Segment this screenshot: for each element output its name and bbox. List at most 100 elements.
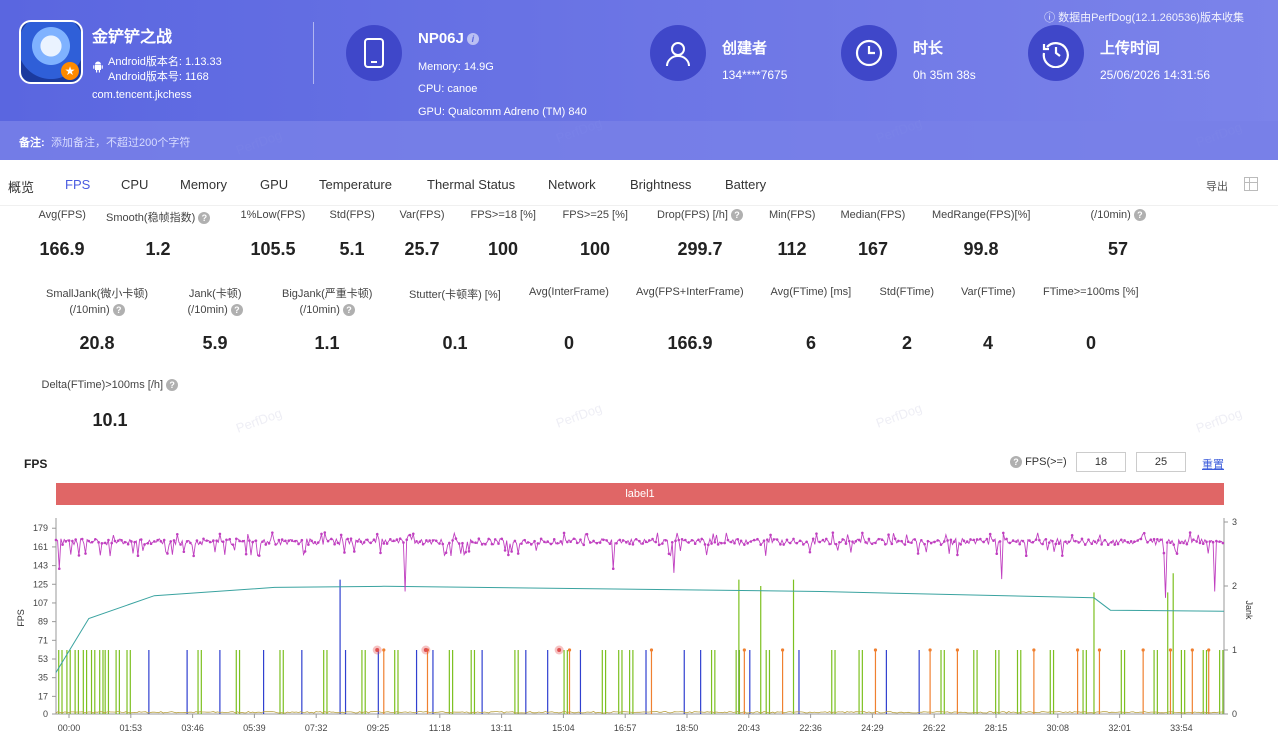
fps-point — [1028, 539, 1031, 542]
fps-point — [392, 539, 395, 543]
reset-link[interactable]: 重置 — [1202, 459, 1224, 471]
help-icon[interactable]: ? — [342, 304, 355, 317]
big-jank-dot — [955, 648, 960, 652]
fps-point — [870, 542, 874, 546]
tab-temperature[interactable]: Temperature — [319, 177, 392, 192]
fps-point — [215, 539, 218, 542]
fps-point — [592, 539, 595, 543]
fps-point — [533, 539, 536, 543]
fps-point — [697, 538, 700, 542]
note-input[interactable]: 添加备注，不超过200个字符 — [51, 137, 191, 149]
fps-point — [323, 531, 327, 534]
tab-memory[interactable]: Memory — [180, 177, 227, 192]
fps-point — [805, 540, 808, 544]
fps-point — [1178, 541, 1182, 545]
fps-point — [500, 537, 504, 541]
fps-point — [57, 567, 61, 571]
x-tick-label: 28:15 — [985, 723, 1008, 733]
help-icon[interactable]: ? — [230, 304, 243, 317]
fps-point — [982, 540, 985, 544]
fps-point — [382, 542, 386, 545]
fps-point — [923, 542, 926, 546]
export-button[interactable]: 导出 — [1206, 181, 1228, 193]
x-tick-label: 32:01 — [1108, 723, 1131, 733]
fps-point — [861, 531, 864, 535]
tab-brightness[interactable]: Brightness — [630, 177, 692, 192]
fps-point — [503, 549, 507, 552]
big-jank-dot — [742, 648, 746, 652]
fps-threshold-2-input[interactable] — [1136, 452, 1186, 472]
fps-point — [1021, 539, 1025, 543]
fps-point — [1113, 543, 1117, 546]
fps-point — [71, 539, 74, 543]
fps-point — [208, 540, 212, 544]
fps-point — [854, 539, 858, 543]
fps-point — [795, 541, 799, 545]
fps-point — [166, 552, 169, 555]
fps-point — [621, 539, 625, 542]
fps-point — [1067, 540, 1071, 544]
fps-point — [1116, 542, 1120, 546]
label-bar[interactable]: label1 — [56, 483, 1224, 505]
fps-point — [64, 540, 68, 543]
fps-chart[interactable]: 0 17 35 53 71 89 107 125 143 161 179 0 1 2 3 00:00 01:53… — [0, 505, 1278, 742]
fps-point — [133, 540, 136, 544]
tab-cpu[interactable]: CPU — [121, 177, 149, 192]
fps-point — [546, 540, 549, 543]
fps-point — [1011, 539, 1015, 542]
tab-fps[interactable]: FPS — [65, 177, 91, 192]
fps-point — [824, 537, 828, 541]
tab-thermal-status[interactable]: Thermal Status — [427, 177, 516, 192]
fps-point — [782, 543, 785, 546]
metric-label: Avg(FPS) — [38, 209, 86, 221]
tab-network[interactable]: Network — [548, 177, 596, 192]
fps-point — [1077, 541, 1080, 544]
fps-point — [280, 538, 284, 541]
fps-point — [549, 542, 553, 546]
fps-point — [1093, 540, 1097, 544]
fps-threshold-1-input[interactable] — [1076, 452, 1126, 472]
help-icon[interactable]: ? — [198, 212, 211, 225]
fps-point — [605, 539, 608, 542]
fps-point — [752, 538, 756, 542]
delta-metric-label: Delta(FTime)>100ms [/h] ? — [42, 379, 179, 392]
fps-point — [1156, 538, 1159, 541]
tab-overview[interactable]: 概览 — [8, 180, 35, 195]
fps-point — [684, 538, 687, 542]
fps-point — [313, 540, 317, 544]
big-jank-dot — [1141, 648, 1145, 652]
fps-point — [516, 552, 520, 555]
fps-point — [225, 538, 228, 542]
fps-point — [212, 539, 215, 542]
table-export-icon[interactable] — [1244, 177, 1258, 191]
fps-point — [618, 538, 622, 542]
fps-point — [883, 542, 887, 546]
help-icon[interactable]: ? — [1010, 456, 1022, 469]
fps-point — [143, 543, 146, 546]
fps-point — [1192, 538, 1195, 541]
fps-point — [120, 539, 123, 542]
fps-point — [454, 537, 458, 540]
fps-point — [939, 543, 943, 546]
fps-point — [595, 541, 599, 545]
device-info-icon[interactable]: i — [466, 33, 479, 46]
tab-battery[interactable]: Battery — [725, 177, 767, 192]
fps-point — [448, 541, 451, 545]
fps-point — [139, 538, 143, 541]
metric-label: Median(FPS) — [840, 209, 906, 221]
fps-point — [389, 538, 392, 541]
help-icon[interactable]: ? — [112, 304, 125, 317]
help-icon[interactable]: ? — [166, 379, 179, 392]
y2-axis-label: Jank — [1244, 600, 1254, 620]
marked-event-dot — [375, 648, 380, 652]
x-tick-label: 07:32 — [305, 723, 328, 733]
metric-value: 1.2 — [145, 239, 171, 259]
y-axis-label: FPS — [16, 609, 26, 627]
help-icon[interactable]: ? — [1133, 209, 1146, 222]
fps-point — [585, 532, 589, 536]
help-icon[interactable]: ? — [730, 209, 743, 222]
y-tick-label: 143 — [33, 561, 48, 571]
fps-point — [713, 540, 717, 544]
tab-gpu[interactable]: GPU — [260, 177, 289, 192]
header-divider — [313, 22, 314, 84]
